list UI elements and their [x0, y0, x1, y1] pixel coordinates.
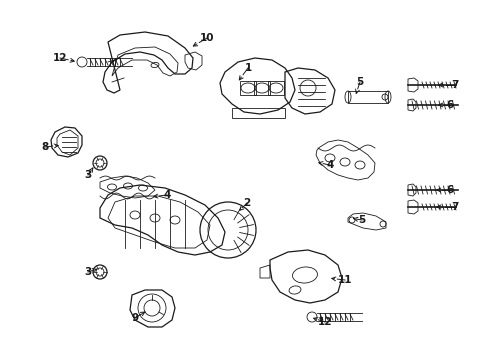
Text: 8: 8	[41, 142, 48, 152]
Text: 5: 5	[356, 77, 363, 87]
Text: 4: 4	[163, 190, 170, 200]
Circle shape	[77, 57, 87, 67]
Text: 12: 12	[317, 317, 331, 327]
Text: 7: 7	[450, 80, 458, 90]
Text: 2: 2	[243, 198, 250, 208]
Text: 5: 5	[358, 215, 365, 225]
Text: 1: 1	[244, 63, 251, 73]
Circle shape	[306, 312, 316, 322]
Text: 4: 4	[325, 160, 333, 170]
Text: 3: 3	[84, 267, 91, 277]
Text: 6: 6	[446, 185, 453, 195]
Text: 10: 10	[199, 33, 214, 43]
Text: 6: 6	[446, 100, 453, 110]
Text: 11: 11	[337, 275, 351, 285]
Text: 3: 3	[84, 170, 91, 180]
Text: 7: 7	[450, 202, 458, 212]
Text: 12: 12	[53, 53, 67, 63]
Text: 9: 9	[131, 313, 138, 323]
